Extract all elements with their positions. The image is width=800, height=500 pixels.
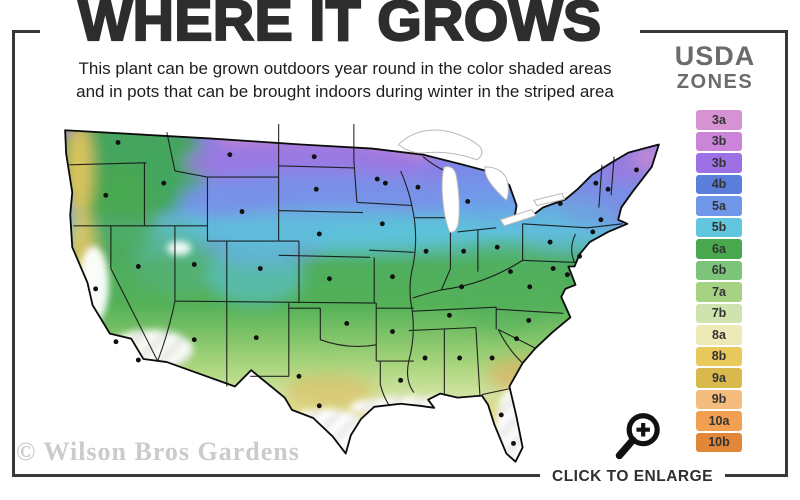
legend-zone-chip: 3b (696, 153, 742, 173)
city-dot (398, 377, 404, 383)
city-dot (605, 186, 611, 192)
city-dot (161, 180, 167, 186)
city-dot (135, 264, 141, 269)
city-dot (374, 176, 380, 182)
legend-zone-chip: 4b (696, 174, 742, 194)
city-dot (527, 284, 533, 290)
legend-zone-chip: 9a (696, 368, 742, 388)
city-dot (327, 276, 332, 282)
city-dot (514, 336, 519, 342)
city-dot (344, 320, 350, 326)
legend-zone-chip: 6b (696, 260, 742, 280)
city-dot (507, 269, 513, 275)
city-dot (422, 355, 428, 361)
city-dot (379, 221, 385, 227)
city-dot (557, 201, 563, 206)
city-dot (191, 337, 197, 343)
legend-zone-chip: 10b (696, 432, 742, 452)
city-dot (316, 231, 322, 237)
city-dot (593, 180, 599, 186)
legend-zone-chip: 8a (696, 325, 742, 345)
legend-zone-chip: 5a (696, 196, 742, 216)
city-dot (526, 317, 532, 323)
subtitle-line-2: and in pots that can be brought indoors … (76, 82, 614, 101)
city-dot (634, 167, 639, 173)
city-dot (598, 217, 604, 223)
city-dot (253, 335, 259, 341)
city-dot (494, 244, 500, 250)
legend-zone-chip: 5b (696, 217, 742, 237)
city-dot (93, 286, 99, 292)
city-dot (498, 412, 504, 418)
great-lakes (397, 129, 565, 233)
lake-michigan-shape (441, 166, 460, 233)
state-boundaries (69, 124, 623, 407)
us-outline (64, 129, 660, 463)
us-map-graphic (64, 124, 660, 463)
city-dot (382, 180, 388, 186)
legend-zone-chip: 7b (696, 303, 742, 323)
click-to-enlarge-button[interactable]: CLICK TO ENLARGE (540, 465, 725, 489)
city-dot (316, 403, 322, 409)
legend-zone-chip: 10a (696, 411, 742, 431)
city-dot (423, 248, 429, 254)
legend-zone-chip: 9b (696, 389, 742, 409)
city-dot (296, 373, 302, 379)
page-title: WHERE IT GROWS (40, 0, 640, 53)
subtitle: This plant can be grown outdoors year ro… (55, 57, 635, 103)
city-dots (93, 140, 639, 446)
lake-erie-shape (499, 208, 537, 227)
city-dot (103, 192, 109, 198)
legend-zone-chip: 8b (696, 346, 742, 366)
city-dot (135, 357, 141, 363)
city-dot (311, 154, 317, 160)
city-dot (115, 140, 121, 145)
city-dot (313, 186, 319, 192)
city-dot (489, 355, 495, 361)
watermark: © Wilson Bros Gardens (16, 437, 300, 466)
city-dot (113, 339, 119, 345)
usda-zones-legend: 3a 3b 3b 4b 5a 5b 6a 6b 7a 7b 8a 8b 9a 9b 10a 10b (696, 110, 742, 454)
city-dot (191, 262, 197, 267)
city-dot (257, 266, 263, 271)
city-dot (239, 209, 245, 215)
city-dot (227, 152, 233, 158)
city-dot (511, 440, 516, 446)
city-dot (459, 284, 465, 290)
city-dot (550, 266, 556, 271)
usda-zone-map[interactable] (56, 114, 668, 480)
city-dot (547, 239, 553, 245)
magnifier-plus-icon[interactable] (608, 409, 668, 467)
zone-color-fill (65, 130, 659, 462)
city-dot (564, 272, 570, 278)
legend-zone-chip: 3b (696, 131, 742, 151)
city-dot (457, 355, 463, 361)
usda-zones-heading: USDA ZONES (668, 42, 762, 94)
legend-zone-chip: 3a (696, 110, 742, 130)
legend-zone-chip: 6a (696, 239, 742, 259)
lake-ontario-shape (533, 192, 565, 207)
lake-huron-shape (484, 166, 509, 202)
city-dot (465, 198, 471, 204)
usda-zones-heading-line1: USDA (674, 41, 756, 71)
city-dot (390, 274, 395, 280)
usda-zones-heading-line2: ZONES (676, 71, 754, 93)
city-dot (461, 248, 467, 254)
city-dot (577, 253, 583, 259)
subtitle-line-1: This plant can be grown outdoors year ro… (78, 59, 612, 78)
city-dot (390, 329, 395, 335)
city-dot (446, 312, 452, 318)
city-dot (415, 184, 421, 190)
lake-superior-shape (397, 129, 483, 161)
city-dot (590, 229, 596, 235)
legend-zone-chip: 7a (696, 282, 742, 302)
